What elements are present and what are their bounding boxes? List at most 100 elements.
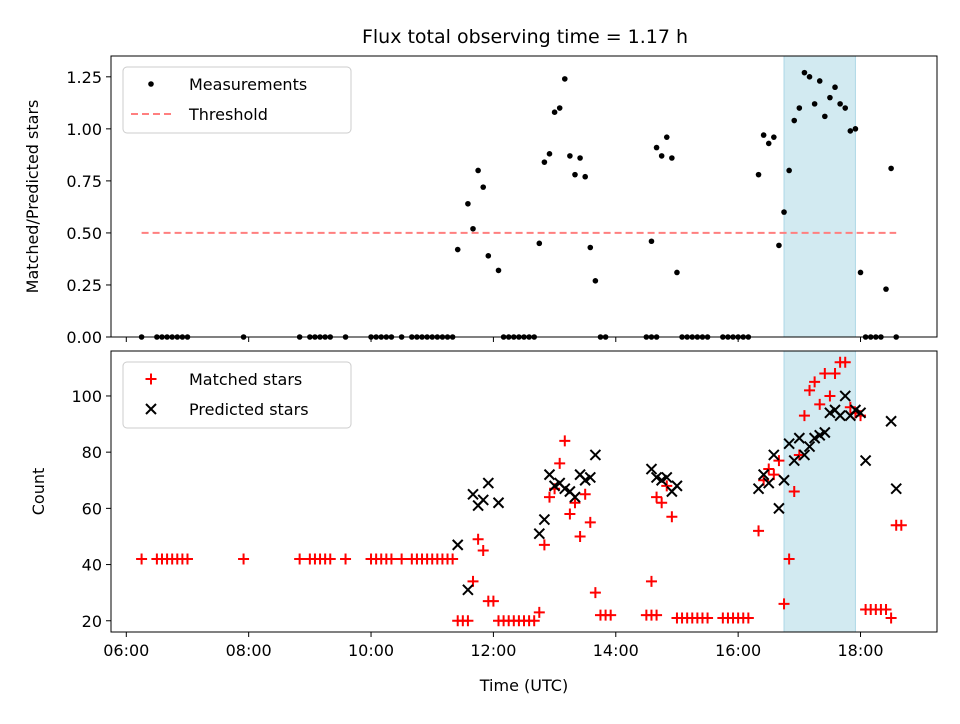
matched-star-point xyxy=(885,612,897,624)
predicted-star-point xyxy=(533,527,546,540)
matched-star-point xyxy=(477,545,489,557)
matched-star-point xyxy=(472,533,484,545)
matched-star-point xyxy=(783,553,795,565)
measurement-point xyxy=(572,171,578,178)
measurement-point xyxy=(546,151,553,157)
measurement-point xyxy=(883,286,889,292)
measurement-point xyxy=(857,269,864,276)
bottom-axes-frame xyxy=(110,350,938,633)
x-tick-label: 06:00 xyxy=(103,641,149,660)
x-axis-label: Time (UTC) xyxy=(479,676,568,695)
predicted-star-point xyxy=(661,471,673,484)
top-legend: Measurements Threshold xyxy=(122,66,352,134)
predicted-star-point xyxy=(584,471,596,484)
measurement-point xyxy=(454,246,461,253)
measurement-point xyxy=(832,84,838,91)
top-y-tick-label: 0.75 xyxy=(66,172,102,191)
measurement-point xyxy=(816,78,823,84)
matched-star-point xyxy=(462,615,474,627)
matched-star-point xyxy=(666,511,678,523)
measurement-point xyxy=(495,267,502,274)
bottom-y-axis-label: Count xyxy=(29,468,48,516)
matched-star-point xyxy=(793,449,805,461)
measurement-point xyxy=(776,242,782,249)
measurement-point xyxy=(822,113,828,120)
matched-star-point xyxy=(702,612,714,624)
matched-star-point xyxy=(645,575,657,587)
measurement-point xyxy=(536,240,543,247)
matched-star-point xyxy=(538,539,550,551)
matched-star-point xyxy=(814,398,826,410)
matched-star-point xyxy=(895,519,907,531)
matched-star-point xyxy=(753,525,765,537)
measurement-point xyxy=(842,105,849,111)
matched-star-point xyxy=(839,356,851,368)
measurement-point xyxy=(587,244,594,251)
top-y-tick-label: 0.50 xyxy=(66,224,102,243)
measurement-point xyxy=(485,253,492,259)
predicted-star-point xyxy=(834,409,846,422)
predicted-star-point xyxy=(839,390,851,402)
measurement-point xyxy=(663,134,670,140)
predicted-star-point xyxy=(645,463,658,475)
measurement-point xyxy=(806,74,813,80)
measurement-point xyxy=(648,238,655,245)
measurement-point xyxy=(582,173,588,180)
x-tick-label: 12:00 xyxy=(470,641,516,660)
legend-label: Threshold xyxy=(188,105,268,124)
x-tick-label: 14:00 xyxy=(593,641,639,660)
matched-star-point xyxy=(487,595,499,607)
measurement-point xyxy=(755,171,762,178)
legend-label: Measurements xyxy=(189,75,307,94)
matched-star-point xyxy=(589,587,601,599)
matched-star-point xyxy=(340,553,352,565)
bottom-y-tick-label: 40 xyxy=(82,556,102,575)
measurement-point xyxy=(888,165,894,172)
predicted-star-point xyxy=(793,432,806,444)
predicted-star-point xyxy=(589,449,602,461)
matched-star-point xyxy=(574,530,586,542)
bottom-legend-box xyxy=(122,361,352,429)
predicted-star-point xyxy=(763,477,775,489)
predicted-star-point xyxy=(482,477,495,489)
matched-star-point xyxy=(533,606,545,618)
top-y-tick-label: 1.25 xyxy=(66,68,102,87)
predicted-star-point xyxy=(467,488,479,501)
chart-title: Flux total observing time = 1.17 h xyxy=(362,26,688,48)
legend-x-handle xyxy=(145,403,157,415)
top-y-axis-label: Matched/Predicted stars xyxy=(23,100,42,294)
predicted-star-point xyxy=(492,497,505,509)
predicted-star-point xyxy=(569,491,581,503)
measurement-point xyxy=(796,105,803,111)
matched-star-point xyxy=(396,553,408,565)
matched-star-point xyxy=(447,553,459,565)
top-shaded-region xyxy=(783,55,856,338)
predicted-star-point xyxy=(462,584,474,596)
predicted-star-point xyxy=(757,468,770,481)
legend-dot-handle xyxy=(148,81,154,87)
matched-star-point xyxy=(656,497,668,509)
measurement-point xyxy=(561,76,568,82)
measurement-point xyxy=(847,128,854,134)
measurement-point xyxy=(653,144,660,151)
matched-star-point xyxy=(181,553,193,565)
predicted-star-point xyxy=(890,482,902,495)
predicted-star-point xyxy=(819,426,831,439)
matched-star-point xyxy=(528,615,540,627)
predicted-star-point xyxy=(859,454,872,467)
predicted-star-point xyxy=(788,454,800,467)
measurement-point xyxy=(674,269,680,276)
matched-star-point xyxy=(651,609,663,621)
predicted-star-point xyxy=(885,415,897,427)
measurement-point xyxy=(760,132,767,138)
predicted-star-point xyxy=(854,407,867,419)
bottom-y-tick-label: 60 xyxy=(82,499,102,518)
matched-star-point xyxy=(569,497,581,509)
measurement-point xyxy=(669,155,675,161)
predicted-star-point xyxy=(477,494,489,506)
matched-star-point xyxy=(238,553,250,565)
bottom-panel: 20 40 60 80 100 06:00 08:00 10:00 12:00 14:00 16:… xyxy=(29,350,938,695)
legend-plus-handle xyxy=(145,373,157,385)
matched-star-point xyxy=(661,480,673,492)
measurement-point xyxy=(781,209,787,215)
